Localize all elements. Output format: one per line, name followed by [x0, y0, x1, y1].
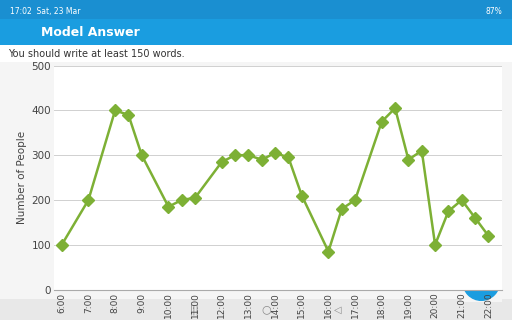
Text: 87%: 87% — [485, 7, 502, 16]
Text: You should write at least 150 words.: You should write at least 150 words. — [8, 49, 184, 59]
Text: |||: ||| — [189, 304, 200, 315]
Text: >: > — [476, 275, 486, 288]
Text: ◁: ◁ — [334, 305, 342, 315]
Y-axis label: Number of People: Number of People — [17, 131, 27, 224]
Circle shape — [463, 263, 500, 300]
Text: 17:02  Sat, 23 Mar: 17:02 Sat, 23 Mar — [10, 7, 81, 16]
Text: ○: ○ — [261, 305, 271, 315]
Text: Model Answer: Model Answer — [41, 26, 140, 39]
